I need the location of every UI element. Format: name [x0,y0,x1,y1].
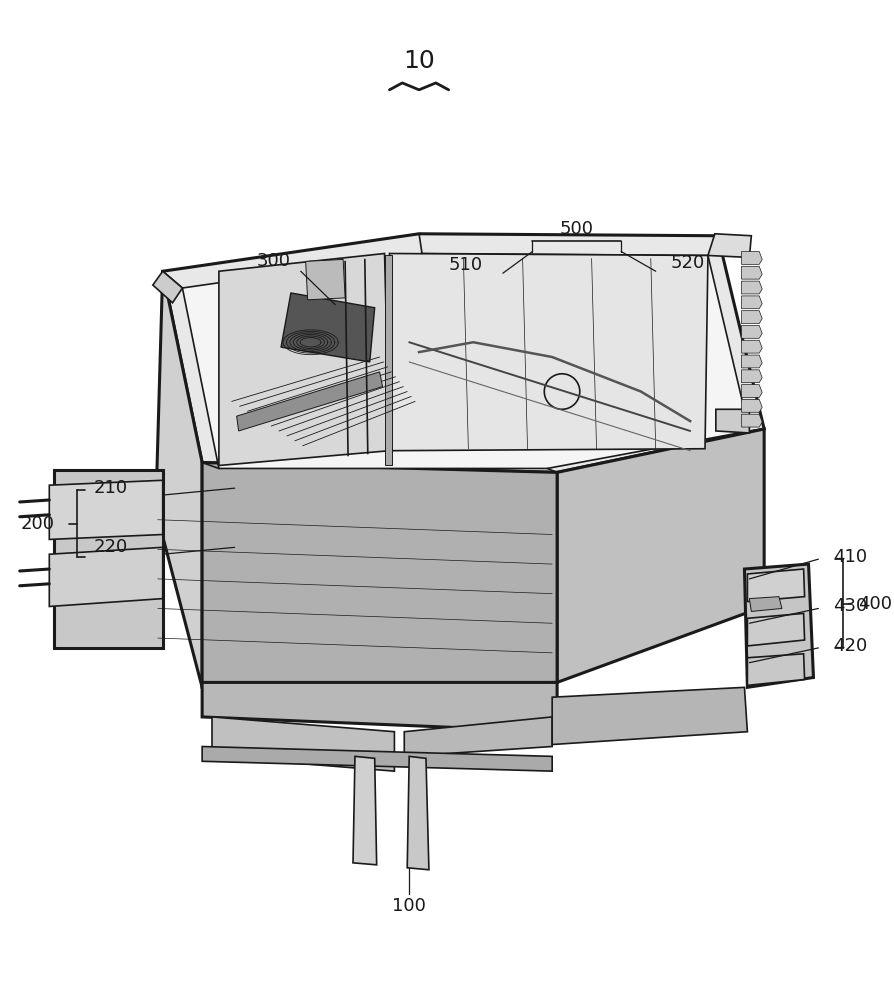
Text: 10: 10 [402,49,434,73]
Polygon shape [55,470,163,648]
Polygon shape [740,325,762,338]
Polygon shape [740,252,762,264]
Polygon shape [236,372,382,431]
Polygon shape [740,414,762,427]
Text: 510: 510 [449,256,483,274]
Text: 200: 200 [21,515,55,533]
Polygon shape [740,340,762,353]
Polygon shape [748,597,781,611]
Polygon shape [746,654,804,685]
Polygon shape [212,717,394,771]
Text: 100: 100 [392,897,426,915]
Polygon shape [740,281,762,294]
Text: 400: 400 [856,595,890,613]
Polygon shape [407,756,428,870]
Text: 430: 430 [832,597,866,615]
Polygon shape [740,296,762,309]
Polygon shape [49,480,163,539]
Polygon shape [49,547,163,606]
Polygon shape [306,259,345,300]
Polygon shape [740,311,762,324]
Polygon shape [552,687,746,745]
Polygon shape [163,234,763,472]
Polygon shape [202,463,556,687]
Text: 420: 420 [832,637,866,655]
Polygon shape [281,293,375,362]
Polygon shape [746,569,804,602]
Polygon shape [202,682,556,732]
Polygon shape [182,253,748,468]
Text: 210: 210 [94,479,128,497]
Text: 220: 220 [94,538,128,556]
Polygon shape [746,613,804,646]
Polygon shape [404,717,552,756]
Polygon shape [740,266,762,279]
Text: 500: 500 [559,220,593,238]
Polygon shape [740,370,762,383]
Text: 410: 410 [832,548,866,566]
Text: 520: 520 [670,254,704,272]
Polygon shape [389,253,707,451]
Polygon shape [740,355,762,368]
Polygon shape [153,271,182,303]
Polygon shape [707,234,750,257]
Polygon shape [744,564,813,687]
Polygon shape [352,756,376,865]
Polygon shape [556,429,763,682]
Polygon shape [219,253,389,465]
Polygon shape [740,385,762,397]
Polygon shape [740,399,762,412]
Polygon shape [384,255,392,465]
Polygon shape [715,409,748,433]
Text: 300: 300 [257,252,291,270]
Polygon shape [156,271,202,687]
Polygon shape [202,747,552,771]
